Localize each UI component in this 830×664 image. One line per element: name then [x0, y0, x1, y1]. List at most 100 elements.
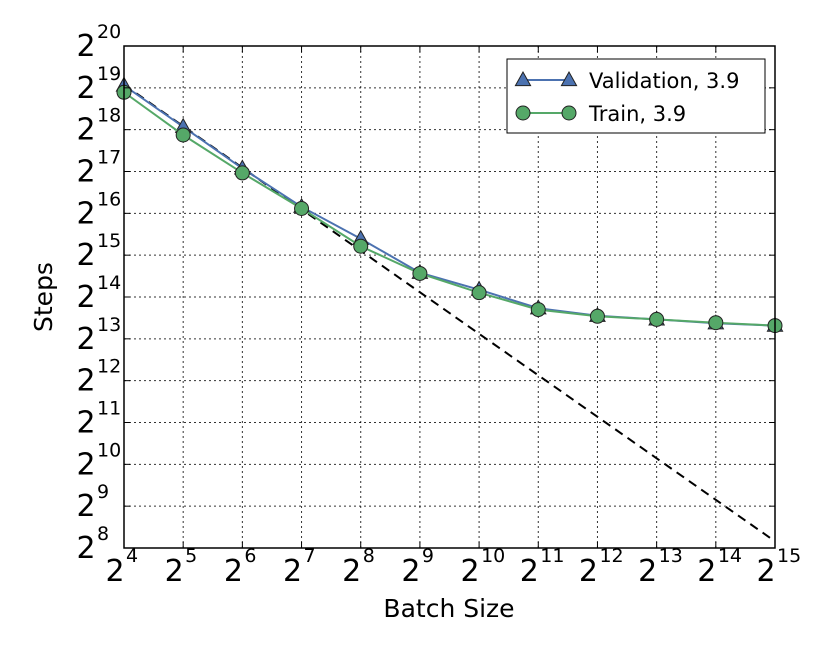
y-axis-ticks: 2 82 92 102 112 122 132 142 152 162 172 182 192 20: [76, 21, 775, 566]
y-tick-label: 2 16: [76, 188, 121, 231]
legend-marker: [514, 70, 532, 87]
data-point: [175, 127, 191, 143]
y-tick-label: 2 18: [76, 105, 121, 148]
y-tick-label: 2 15: [76, 230, 121, 273]
y-tick-base: 2: [76, 196, 95, 231]
x-tick-label: 2 14: [697, 545, 742, 589]
y-tick-exponent: 17: [97, 147, 121, 169]
legend-marker: [561, 105, 577, 121]
data-point: [234, 165, 250, 181]
y-tick-base: 2: [76, 489, 95, 524]
x-tick-exponent: 12: [599, 545, 623, 567]
x-tick-base: 2: [638, 554, 657, 589]
y-tick-base: 2: [76, 280, 95, 315]
x-tick-exponent: 7: [304, 545, 316, 567]
x-tick-base: 2: [461, 554, 480, 589]
y-tick-label: 2 10: [76, 439, 121, 482]
ideal-scaling-reference-line: [123, 83, 776, 543]
y-tick-base: 2: [76, 238, 95, 273]
y-tick-base: 2: [76, 447, 95, 482]
y-tick-label: 2 13: [76, 314, 121, 357]
data-point: [471, 285, 487, 301]
y-tick-exponent: 16: [97, 188, 121, 210]
y-tick-exponent: 12: [97, 356, 121, 378]
y-tick-exponent: 20: [97, 21, 121, 43]
y-tick-label: 2 19: [76, 63, 121, 106]
x-axis-ticks: 2 4 2 5 2 6 2 7 2 8 2 9 2 10 2 11 2 12 2 13 2 14 2 15: [105, 46, 801, 589]
y-tick-base: 2: [76, 71, 95, 106]
y-tick-exponent: 8: [97, 523, 109, 545]
legend: Validation, 3.9 Train, 3.9: [506, 58, 766, 134]
x-tick-base: 2: [401, 554, 420, 589]
y-tick-label: 2 12: [76, 356, 121, 399]
x-tick-base: 2: [342, 554, 361, 589]
data-point: [353, 238, 369, 254]
x-tick-base: 2: [756, 554, 775, 589]
x-tick-exponent: 15: [777, 545, 801, 567]
x-axis-label: Batch Size: [383, 594, 514, 623]
y-tick-exponent: 19: [97, 63, 121, 85]
x-tick-label: 2 13: [638, 545, 683, 589]
x-tick-label: 2 12: [579, 545, 624, 589]
x-tick-exponent: 6: [244, 545, 256, 567]
legend-box: [506, 58, 766, 134]
data-point: [708, 315, 724, 331]
x-tick-exponent: 8: [363, 545, 375, 567]
y-tick-base: 2: [76, 531, 95, 566]
y-tick-exponent: 9: [97, 481, 109, 503]
y-tick-base: 2: [76, 406, 95, 441]
x-tick-exponent: 13: [659, 545, 683, 567]
y-tick-base: 2: [76, 155, 95, 190]
x-tick-exponent: 14: [718, 545, 742, 567]
y-tick-label: 2 17: [76, 147, 121, 190]
series-layer: [115, 76, 784, 334]
y-tick-base: 2: [76, 29, 95, 64]
data-point: [649, 311, 665, 327]
data-point: [412, 265, 428, 281]
x-tick-label: 2 11: [520, 545, 565, 589]
legend-entry: Train, 3.9: [515, 102, 686, 126]
x-tick-base: 2: [579, 554, 598, 589]
y-tick-base: 2: [76, 364, 95, 399]
series-line: [123, 91, 776, 327]
x-tick-base: 2: [224, 554, 243, 589]
x-tick-exponent: 10: [481, 545, 505, 567]
reference-line-layer: [123, 83, 776, 543]
y-tick-exponent: 15: [97, 230, 121, 252]
data-point: [589, 308, 605, 324]
series-train: [116, 84, 783, 334]
x-tick-base: 2: [105, 554, 124, 589]
y-tick-label: 2 11: [76, 398, 121, 441]
y-tick-exponent: 13: [97, 314, 121, 336]
x-tick-base: 2: [520, 554, 539, 589]
legend-entry: Validation, 3.9: [514, 69, 739, 93]
y-tick-label: 2 20: [76, 21, 121, 64]
y-tick-exponent: 14: [97, 272, 121, 294]
x-tick-exponent: 5: [185, 545, 197, 567]
x-tick-exponent: 4: [126, 545, 138, 567]
x-tick-base: 2: [283, 554, 302, 589]
y-tick-exponent: 18: [97, 105, 121, 127]
data-point: [294, 201, 310, 217]
y-tick-exponent: 10: [97, 439, 121, 461]
x-tick-exponent: 9: [422, 545, 434, 567]
y-tick-label: 2 14: [76, 272, 121, 315]
legend-marker: [515, 105, 531, 121]
x-tick-base: 2: [165, 554, 184, 589]
x-tick-label: 2 10: [461, 545, 506, 589]
y-tick-base: 2: [76, 113, 95, 148]
x-tick-exponent: 11: [540, 545, 564, 567]
x-tick-base: 2: [697, 554, 716, 589]
legend-marker: [560, 70, 578, 87]
legend-label: Validation, 3.9: [589, 69, 739, 93]
grid: [124, 46, 775, 548]
